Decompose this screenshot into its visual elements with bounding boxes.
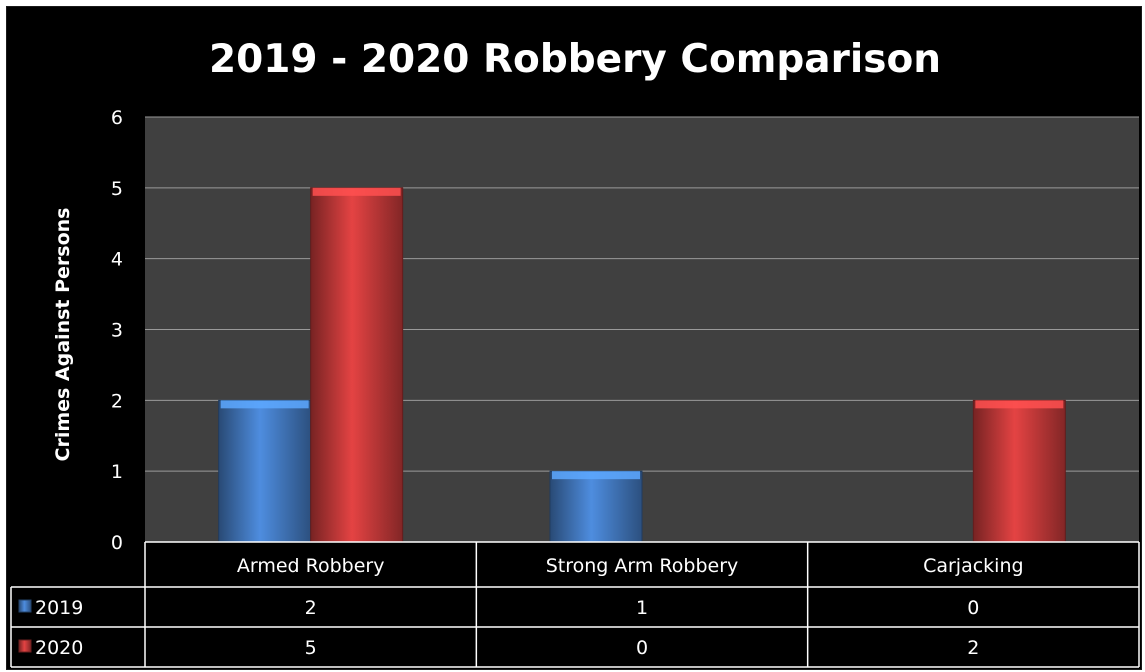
table-cell-2019-0: 2 (305, 597, 317, 619)
bar-cap-2020-2 (975, 400, 1064, 409)
y-tick-label-1: 1 (111, 461, 123, 483)
x-category-label-2: Carjacking (923, 555, 1023, 577)
table-cell-2019-2: 0 (967, 597, 979, 619)
bar-cap-2020-0 (312, 187, 401, 196)
bar-cap-2019-0 (220, 400, 309, 409)
y-tick-label-3: 3 (111, 320, 123, 342)
y-tick-label-0: 0 (111, 532, 123, 554)
y-axis-label: Crimes Against Persons (52, 208, 74, 462)
x-category-label-1: Strong Arm Robbery (546, 555, 739, 577)
bar-2019-0 (218, 399, 312, 543)
y-tick-label-5: 5 (111, 178, 123, 200)
bar-cap-2019-1 (552, 471, 640, 480)
table-cell-2020-0: 5 (305, 637, 317, 659)
x-category-label-0: Armed Robbery (237, 555, 385, 577)
chart-title: 2019 - 2020 Robbery Comparison (208, 37, 941, 82)
bar-2020-0 (310, 187, 404, 543)
bar-2020-2 (972, 399, 1066, 543)
y-tick-label-6: 6 (111, 107, 123, 129)
bar-2019-1 (549, 470, 643, 543)
legend-key-2019 (18, 599, 32, 613)
legend-key-2020 (18, 639, 32, 653)
y-tick-label-4: 4 (111, 249, 123, 271)
table-cell-2020-2: 2 (967, 637, 979, 659)
table-cell-2019-1: 1 (636, 597, 648, 619)
table-cell-2020-1: 0 (636, 637, 648, 659)
legend-label-2020: 2020 (35, 637, 83, 659)
y-tick-label-2: 2 (111, 390, 123, 412)
legend-label-2019: 2019 (35, 597, 83, 619)
chart-svg: 0 1 2 3 4 5 6 Crimes Against Persons Armed Robbe… (10, 107, 1140, 668)
chart-frame: 2019 - 2020 Robbery Comparison 0 1 2 3 4 5 6 Cr… (6, 6, 1142, 670)
